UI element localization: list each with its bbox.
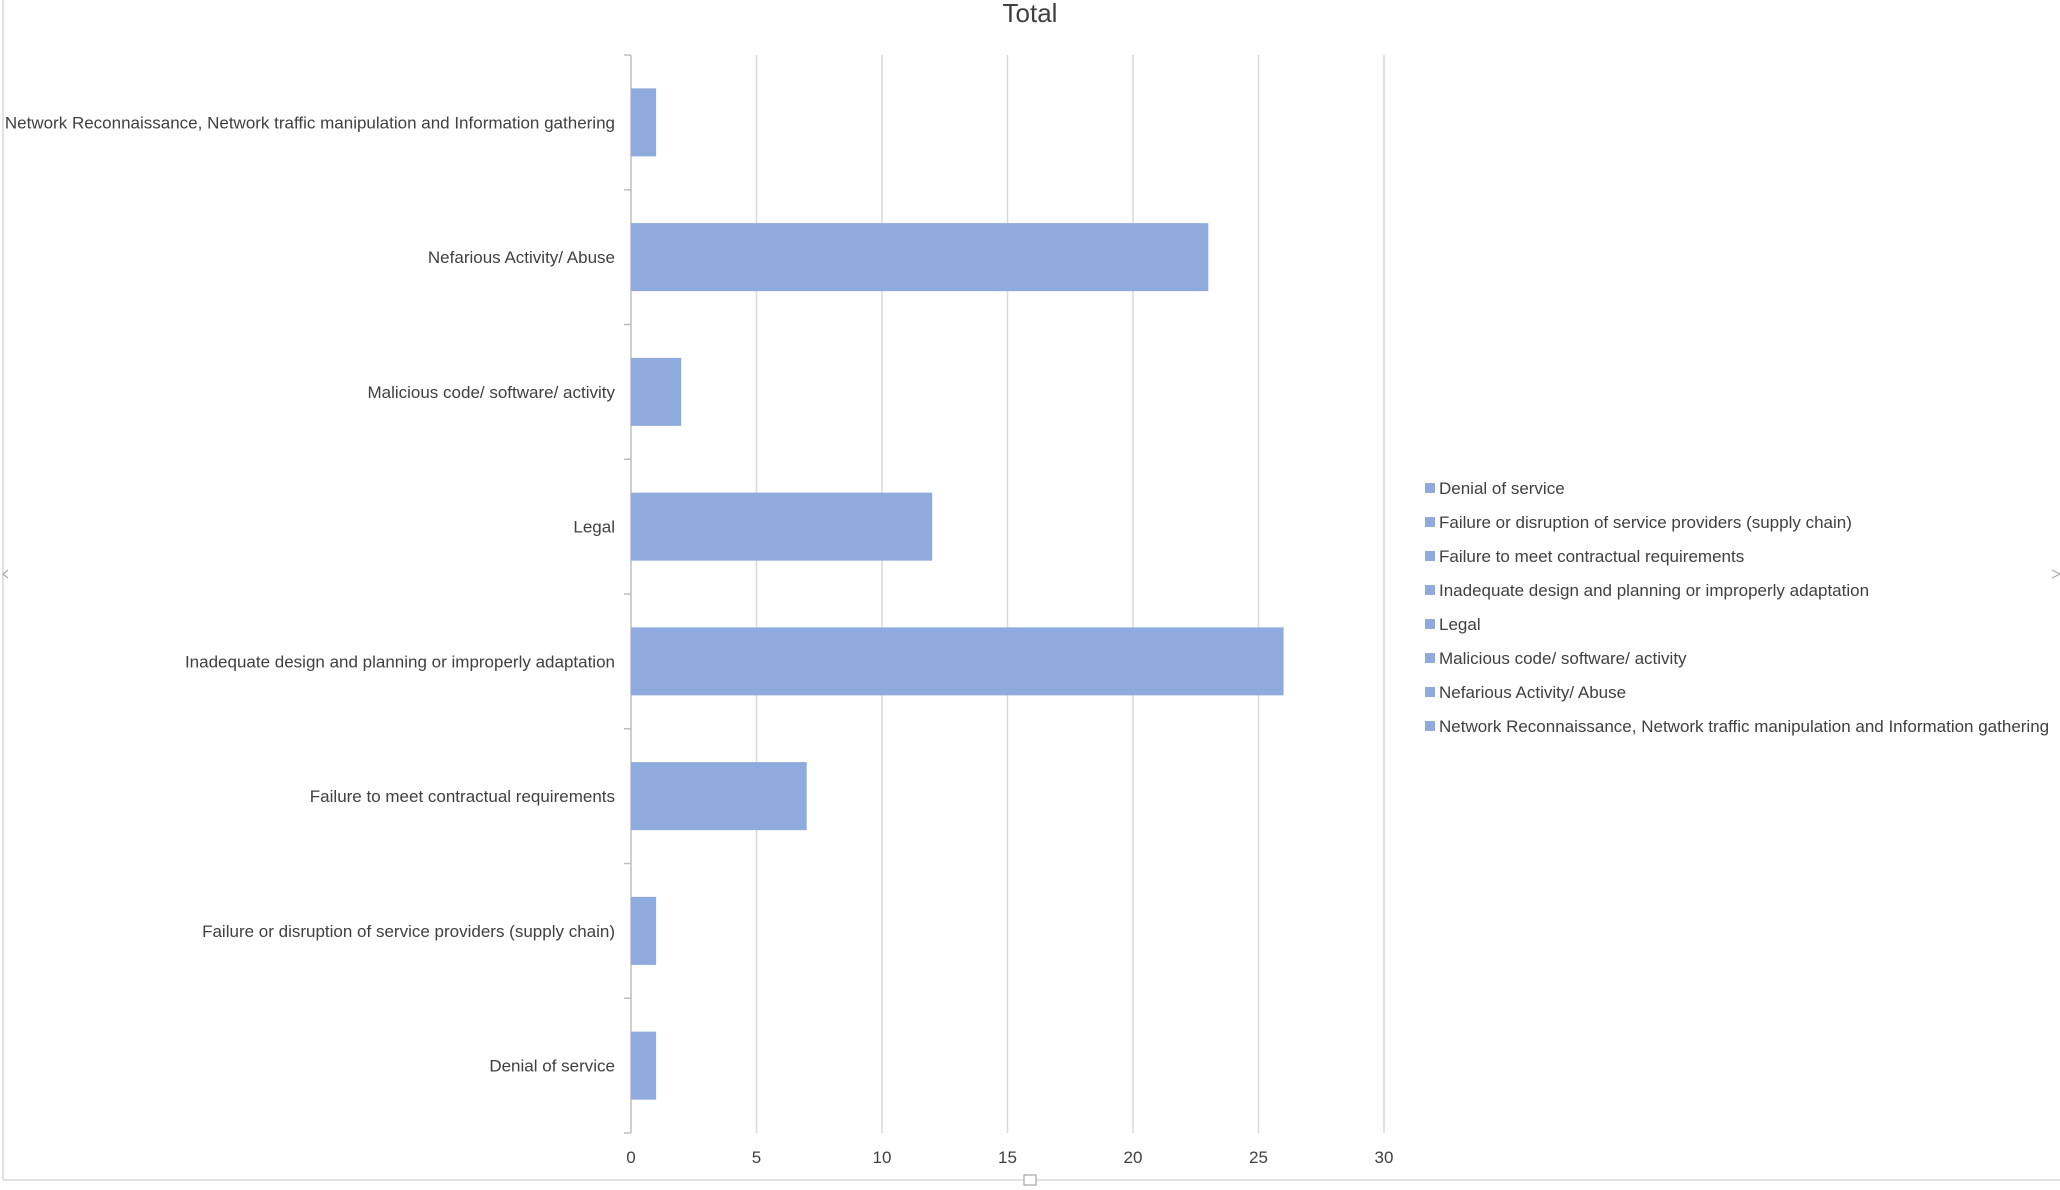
legend-swatch xyxy=(1425,483,1435,493)
gridlines xyxy=(624,54,1385,1134)
legend: Denial of service Failure or disruption o… xyxy=(1425,479,2049,736)
category-labels: Denial of service Failure or disruption o… xyxy=(5,113,616,1075)
legend-label: Network Reconnaissance, Network traffic … xyxy=(1439,717,2049,736)
category-label: Failure or disruption of service provide… xyxy=(202,922,615,941)
bar xyxy=(631,627,1284,696)
chart-title: Total xyxy=(1003,0,1058,28)
legend-swatch xyxy=(1425,721,1435,731)
legend-label: Failure to meet contractual requirements xyxy=(1439,547,1744,566)
legend-swatch xyxy=(1425,585,1435,595)
legend-label: Nefarious Activity/ Abuse xyxy=(1439,683,1626,702)
legend-swatch xyxy=(1425,653,1435,663)
bar xyxy=(631,357,682,426)
legend-label: Malicious code/ software/ activity xyxy=(1439,649,1687,668)
bar xyxy=(631,88,657,157)
legend-label: Failure or disruption of service provide… xyxy=(1439,513,1852,532)
legend-swatch xyxy=(1425,551,1435,561)
category-label: Legal xyxy=(573,518,615,537)
category-label: Denial of service xyxy=(489,1057,615,1076)
category-label: Malicious code/ software/ activity xyxy=(367,383,615,402)
bars xyxy=(631,88,1284,1100)
category-label: Failure to meet contractual requirements xyxy=(310,787,615,806)
category-label: Inadequate design and planning or improp… xyxy=(185,652,615,671)
x-tick-label: 0 xyxy=(626,1148,635,1167)
x-tick-label: 10 xyxy=(873,1148,892,1167)
resize-handle-bottom[interactable] xyxy=(1023,1174,1037,1186)
x-tick-label: 15 xyxy=(998,1148,1017,1167)
category-label: Nefarious Activity/ Abuse xyxy=(428,248,615,267)
x-tick-label: 5 xyxy=(752,1148,761,1167)
legend-label: Inadequate design and planning or improp… xyxy=(1439,581,1869,600)
x-tick-label: 25 xyxy=(1249,1148,1268,1167)
bar xyxy=(631,1031,657,1100)
legend-swatch xyxy=(1425,687,1435,697)
legend-swatch xyxy=(1425,619,1435,629)
bar xyxy=(631,223,1209,292)
bar xyxy=(631,492,933,561)
x-tick-label: 20 xyxy=(1124,1148,1143,1167)
legend-swatch xyxy=(1425,517,1435,527)
resize-handle-right[interactable] xyxy=(2051,569,2060,579)
x-tick-label: 30 xyxy=(1375,1148,1394,1167)
category-label: Network Reconnaissance, Network traffic … xyxy=(5,113,615,132)
bar xyxy=(631,762,807,831)
legend-label: Legal xyxy=(1439,615,1481,634)
bar xyxy=(631,896,657,965)
resize-handle-left[interactable] xyxy=(2,569,9,579)
x-tick-labels: 0 5 10 15 20 25 30 xyxy=(626,1148,1393,1167)
legend-label: Denial of service xyxy=(1439,479,1565,498)
